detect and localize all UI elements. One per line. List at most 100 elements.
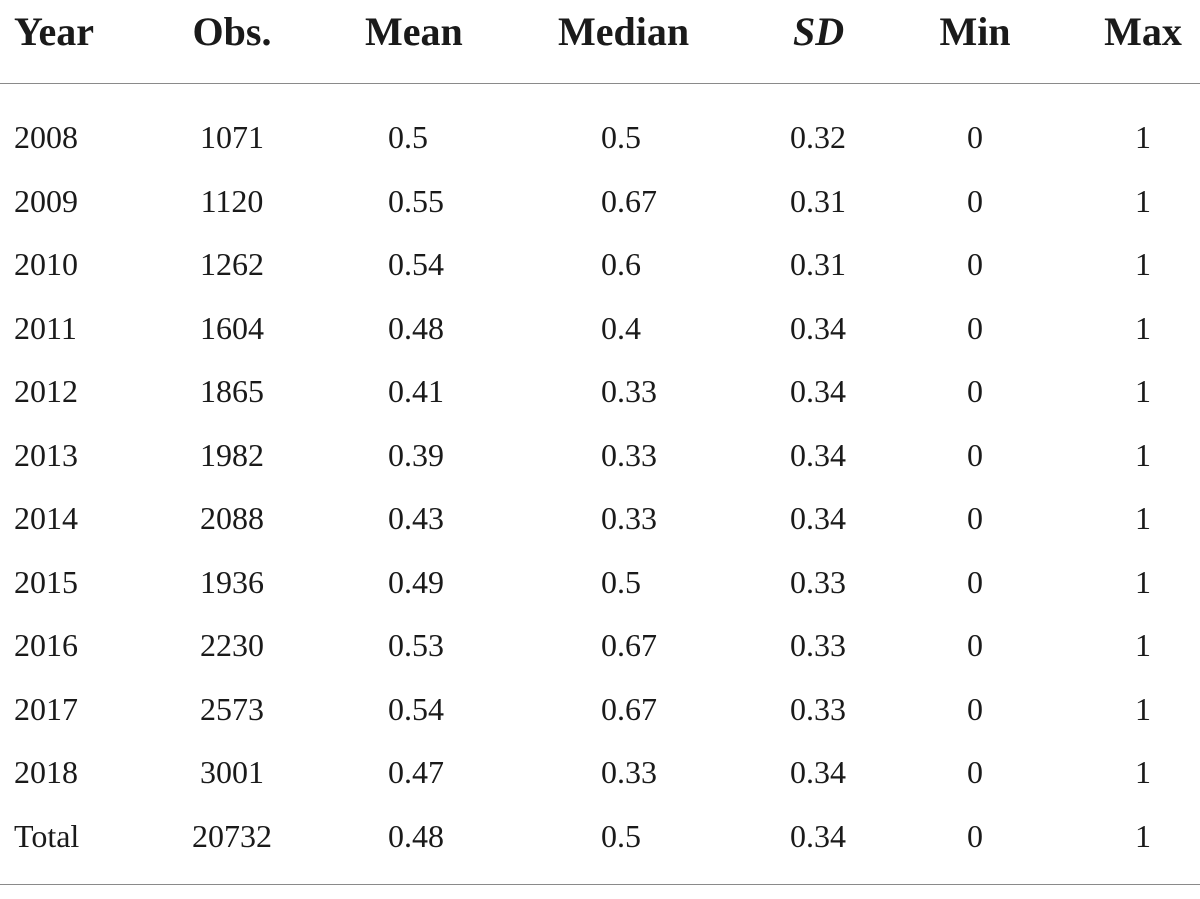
cell-sd: 0.33 (790, 690, 846, 727)
cell-obs: 1604 (200, 309, 264, 346)
cell-sd: 0.31 (790, 246, 846, 282)
cell-mean: 0.47 (388, 754, 444, 790)
cell-median: 0.33 (601, 754, 657, 790)
cell-max: 1 (1135, 627, 1151, 663)
table-header-row: Year Obs. Mean Median SD Min Max (0, 0, 1200, 68)
cell-sd: 0.31 (790, 182, 846, 219)
cell-median: 0.67 (601, 182, 657, 219)
header-min: Min (939, 9, 1011, 54)
header-median: Median (558, 9, 690, 54)
cell-mean: 0.53 (388, 627, 444, 663)
cell-max: 1 (1135, 309, 1151, 346)
cell-max: 1 (1135, 690, 1151, 727)
bottom-divider (0, 884, 1200, 885)
cell-max: 1 (1135, 182, 1151, 219)
cell-mean: 0.48 (388, 309, 444, 346)
table-row: 2015 1936 0.49 0.5 0.33 0 1 (0, 552, 1200, 616)
cell-mean: 0.48 (388, 817, 444, 854)
table-row: 2011 1604 0.48 0.4 0.34 0 1 (0, 298, 1200, 362)
cell-min: 0 (967, 817, 983, 854)
cell-mean: 0.49 (388, 563, 444, 600)
cell-sd: 0.33 (790, 563, 846, 600)
cell-median: 0.33 (601, 500, 657, 536)
cell-min: 0 (967, 436, 983, 473)
cell-min: 0 (967, 500, 983, 536)
cell-sd: 0.34 (790, 436, 846, 473)
cell-year: 2014 (14, 500, 78, 536)
cell-mean: 0.39 (388, 436, 444, 473)
table-row: 2009 1120 0.55 0.67 0.31 0 1 (0, 171, 1200, 235)
cell-min: 0 (967, 246, 983, 282)
cell-year: 2008 (14, 119, 78, 155)
cell-year: 2017 (14, 690, 78, 727)
table-row: 2008 1071 0.5 0.5 0.32 0 1 (0, 107, 1200, 171)
table-row: 2016 2230 0.53 0.67 0.33 0 1 (0, 615, 1200, 679)
cell-median: 0.4 (601, 309, 641, 346)
cell-year: 2018 (14, 754, 78, 790)
cell-min: 0 (967, 690, 983, 727)
cell-year: 2013 (14, 436, 78, 473)
cell-year: 2012 (14, 373, 78, 409)
table-row: 2012 1865 0.41 0.33 0.34 0 1 (0, 361, 1200, 425)
cell-max: 1 (1135, 246, 1151, 282)
cell-sd: 0.34 (790, 817, 846, 854)
cell-obs: 1936 (200, 563, 264, 600)
header-mean: Mean (365, 9, 463, 54)
cell-mean: 0.54 (388, 246, 444, 282)
cell-median: 0.67 (601, 627, 657, 663)
cell-min: 0 (967, 627, 983, 663)
cell-obs: 3001 (200, 754, 264, 790)
cell-mean: 0.55 (388, 182, 444, 219)
cell-obs: 1071 (200, 119, 264, 155)
cell-obs: 20732 (192, 817, 272, 854)
table-row: 2014 2088 0.43 0.33 0.34 0 1 (0, 488, 1200, 552)
header-max: Max (1104, 9, 1182, 54)
cell-mean: 0.41 (388, 373, 444, 409)
cell-sd: 0.34 (790, 309, 846, 346)
cell-sd: 0.34 (790, 754, 846, 790)
cell-min: 0 (967, 182, 983, 219)
header-obs: Obs. (192, 9, 272, 54)
cell-mean: 0.43 (388, 500, 444, 536)
header-divider (0, 83, 1200, 84)
cell-obs: 1982 (200, 436, 264, 473)
cell-obs: 1120 (200, 182, 264, 219)
cell-mean: 0.5 (388, 119, 428, 155)
table-row: 2013 1982 0.39 0.33 0.34 0 1 (0, 425, 1200, 489)
table-row: 2018 3001 0.47 0.33 0.34 0 1 (0, 742, 1200, 806)
cell-obs: 1262 (200, 246, 264, 282)
cell-min: 0 (967, 754, 983, 790)
cell-sd: 0.34 (790, 373, 846, 409)
cell-median: 0.6 (601, 246, 641, 282)
cell-min: 0 (967, 373, 983, 409)
cell-median: 0.33 (601, 373, 657, 409)
cell-max: 1 (1135, 436, 1151, 473)
cell-median: 0.33 (601, 436, 657, 473)
cell-max: 1 (1135, 119, 1151, 155)
cell-max: 1 (1135, 563, 1151, 600)
cell-min: 0 (967, 309, 983, 346)
cell-min: 0 (967, 119, 983, 155)
table-row: Total 20732 0.48 0.5 0.34 0 1 (0, 806, 1200, 870)
cell-median: 0.5 (601, 817, 641, 854)
cell-obs: 2230 (200, 627, 264, 663)
cell-median: 0.67 (601, 690, 657, 727)
header-sd: SD (793, 9, 845, 54)
cell-year: 2016 (14, 627, 78, 663)
cell-sd: 0.33 (790, 627, 846, 663)
cell-max: 1 (1135, 500, 1151, 536)
cell-year: 2011 (14, 309, 77, 346)
cell-obs: 2088 (200, 500, 264, 536)
cell-obs: 2573 (200, 690, 264, 727)
cell-sd: 0.32 (790, 119, 846, 155)
cell-max: 1 (1135, 373, 1151, 409)
cell-max: 1 (1135, 754, 1151, 790)
cell-obs: 1865 (200, 373, 264, 409)
cell-year: 2010 (14, 246, 78, 282)
header-year: Year (14, 9, 94, 54)
cell-sd: 0.34 (790, 500, 846, 536)
cell-max: 1 (1135, 817, 1151, 854)
cell-year: 2009 (14, 182, 78, 219)
table-row: 2017 2573 0.54 0.67 0.33 0 1 (0, 679, 1200, 743)
